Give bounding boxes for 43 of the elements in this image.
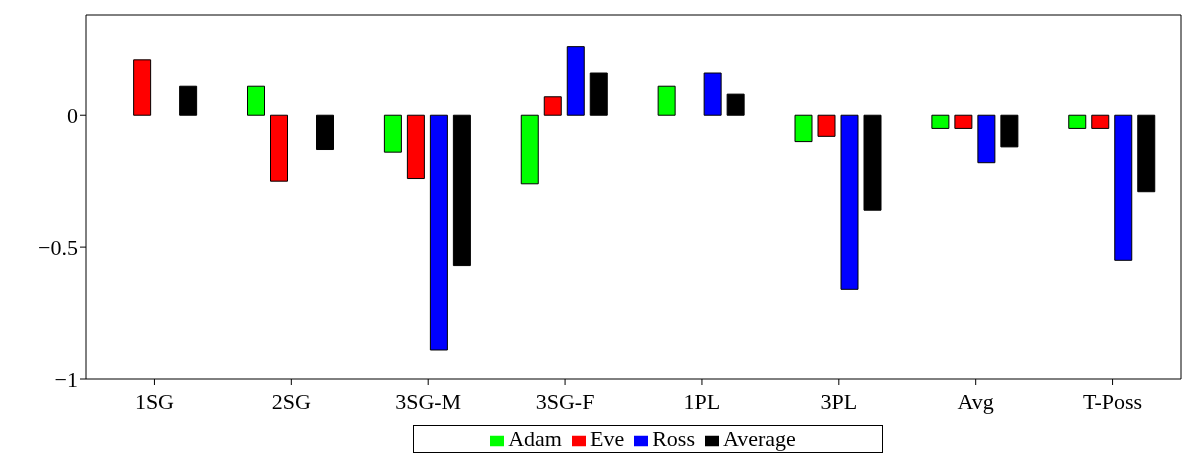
legend-label: Adam — [508, 426, 562, 451]
bar — [247, 85, 266, 116]
bar — [954, 114, 973, 129]
bar — [977, 114, 996, 164]
bar — [1137, 114, 1156, 193]
bar — [1068, 114, 1087, 129]
bar — [840, 114, 859, 290]
bar — [794, 114, 813, 143]
y-tick-label: −0.5 — [38, 234, 78, 260]
bar — [657, 85, 676, 116]
x-tick-label: 1SG — [134, 388, 175, 414]
bar — [1091, 114, 1110, 129]
bar — [566, 46, 585, 116]
bar — [726, 93, 745, 116]
bar — [863, 114, 882, 211]
x-tick-label: T-Poss — [1083, 388, 1143, 414]
y-tick-label: 0 — [67, 103, 78, 129]
bar — [429, 114, 448, 351]
bar — [1114, 114, 1133, 261]
x-tick-label: 2SG — [271, 388, 311, 414]
bar — [179, 85, 198, 116]
bar — [520, 114, 539, 185]
bar — [543, 96, 562, 116]
bar — [270, 114, 289, 182]
y-tick-label: −1 — [54, 366, 78, 392]
bar — [406, 114, 425, 180]
x-tick-label: Avg — [957, 388, 994, 414]
x-tick-label: 3SG-M — [395, 388, 462, 414]
bar — [133, 59, 152, 116]
legend-label: Ross — [652, 426, 695, 451]
bar — [817, 114, 836, 137]
bar — [931, 114, 950, 129]
x-tick-label: 3SG-F — [535, 388, 595, 414]
x-tick-label: 1PL — [683, 388, 721, 414]
bar — [589, 72, 608, 116]
bar — [1000, 114, 1019, 148]
legend-label: Average — [722, 426, 796, 451]
legend-label: Eve — [589, 426, 625, 451]
x-tick-label: 3PL — [820, 388, 858, 414]
bar — [383, 114, 402, 153]
bar — [703, 72, 722, 116]
bar — [452, 114, 471, 267]
bar — [316, 114, 335, 151]
